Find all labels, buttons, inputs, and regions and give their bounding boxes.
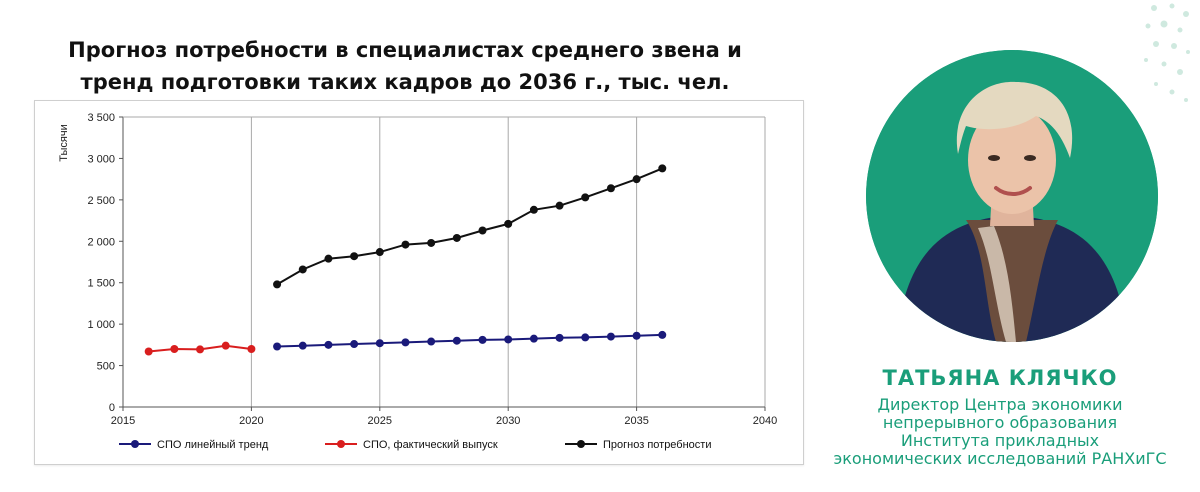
y-tick-label: 2 000	[87, 236, 115, 248]
series-1-point	[324, 340, 333, 349]
series-3-point	[581, 193, 590, 202]
speaker-role-line-1: Директор Центра экономики	[877, 395, 1123, 414]
series-1-point	[452, 336, 461, 345]
series-3-point	[375, 248, 384, 257]
series-1-point	[658, 330, 667, 339]
series-line-1	[277, 333, 663, 348]
x-tick-label: 2040	[753, 415, 777, 427]
y-tick-label: 3 000	[87, 153, 115, 165]
chart-title-line-1: Прогноз потребности в специалистах средн…	[68, 38, 742, 62]
series-3-point	[504, 219, 513, 228]
series-3-point	[350, 252, 359, 261]
series-2-point	[247, 345, 256, 353]
series-2-point	[170, 345, 179, 353]
series-3-point	[401, 240, 410, 249]
series-3-point	[298, 265, 307, 274]
x-tick-label: 2025	[368, 415, 392, 427]
series-3-point	[658, 164, 667, 173]
series-1-point	[581, 333, 590, 342]
legend-label: СПО, фактический выпуск	[363, 439, 498, 451]
y-tick-label: 1 000	[87, 319, 115, 331]
series-2-point	[196, 345, 205, 354]
x-tick-label: 2035	[624, 415, 648, 427]
y-tick-label: 500	[97, 361, 115, 373]
speaker-portrait	[866, 50, 1158, 342]
series-3-point	[452, 233, 461, 242]
series-1-point	[427, 337, 436, 346]
series-1-point	[298, 341, 307, 350]
series-3-point	[632, 175, 641, 184]
speaker-role-line-4: экономических исследований РАНХиГС	[833, 449, 1167, 468]
legend-swatch-point	[131, 440, 139, 448]
series-1-point	[401, 338, 410, 347]
chart-panel: 0 500 1 000 1 500 2 000 2 500 3 000 3 500 2015 20…	[34, 100, 804, 465]
series-1-point	[555, 333, 564, 342]
series-3-point	[324, 254, 333, 263]
series-1-point	[350, 340, 359, 349]
series-2-point	[144, 347, 153, 356]
series-1-point	[375, 339, 384, 348]
series-1-point	[529, 334, 538, 343]
x-tick-label: 2030	[496, 415, 520, 427]
series-3-point	[606, 184, 615, 193]
series-3-point	[427, 238, 436, 247]
legend-swatch-point	[577, 440, 585, 448]
series-3-point	[273, 280, 282, 289]
y-axis-label: Тысячи	[58, 124, 70, 161]
y-tick-label: 2 500	[87, 195, 115, 207]
y-tick-label: 0	[109, 402, 115, 414]
legend-label: СПО линейный тренд	[157, 439, 269, 451]
x-tick-label: 2020	[239, 415, 263, 427]
series-2-point	[221, 341, 230, 350]
line-chart: 0 500 1 000 1 500 2 000 2 500 3 000 3 500 2015 20…	[58, 112, 777, 451]
portrait-illustration	[866, 50, 1158, 342]
y-tick-label: 1 500	[87, 278, 115, 290]
speaker-role-line-2: непрерывного образования	[882, 413, 1118, 432]
speaker-role: Директор Центра экономики непрерывного о…	[800, 396, 1200, 468]
series-1-point	[632, 331, 641, 340]
chart-title: Прогноз потребности в специалистах средн…	[20, 34, 790, 98]
speaker-role-line-3: Института прикладных	[900, 431, 1100, 450]
legend-label: Прогноз потребности	[603, 439, 711, 451]
plot-area	[123, 117, 765, 407]
series-3-point	[478, 226, 487, 235]
legend-swatch-point	[337, 440, 345, 448]
decorative-dots	[1144, 3, 1190, 102]
series-3-point	[529, 205, 538, 214]
series-1-point	[478, 335, 487, 344]
y-tick-label: 3 500	[87, 112, 115, 124]
series-1-point	[504, 335, 513, 344]
speaker-name: ТАТЬЯНА КЛЯЧКО	[882, 366, 1118, 390]
series-1-point	[273, 342, 282, 351]
chart-title-line-2: тренд подготовки таких кадров до 2036 г.…	[80, 70, 730, 94]
series-1-point	[606, 332, 615, 341]
series-3-point	[555, 201, 564, 210]
series-line-3	[276, 167, 663, 286]
x-tick-label: 2015	[111, 415, 135, 427]
